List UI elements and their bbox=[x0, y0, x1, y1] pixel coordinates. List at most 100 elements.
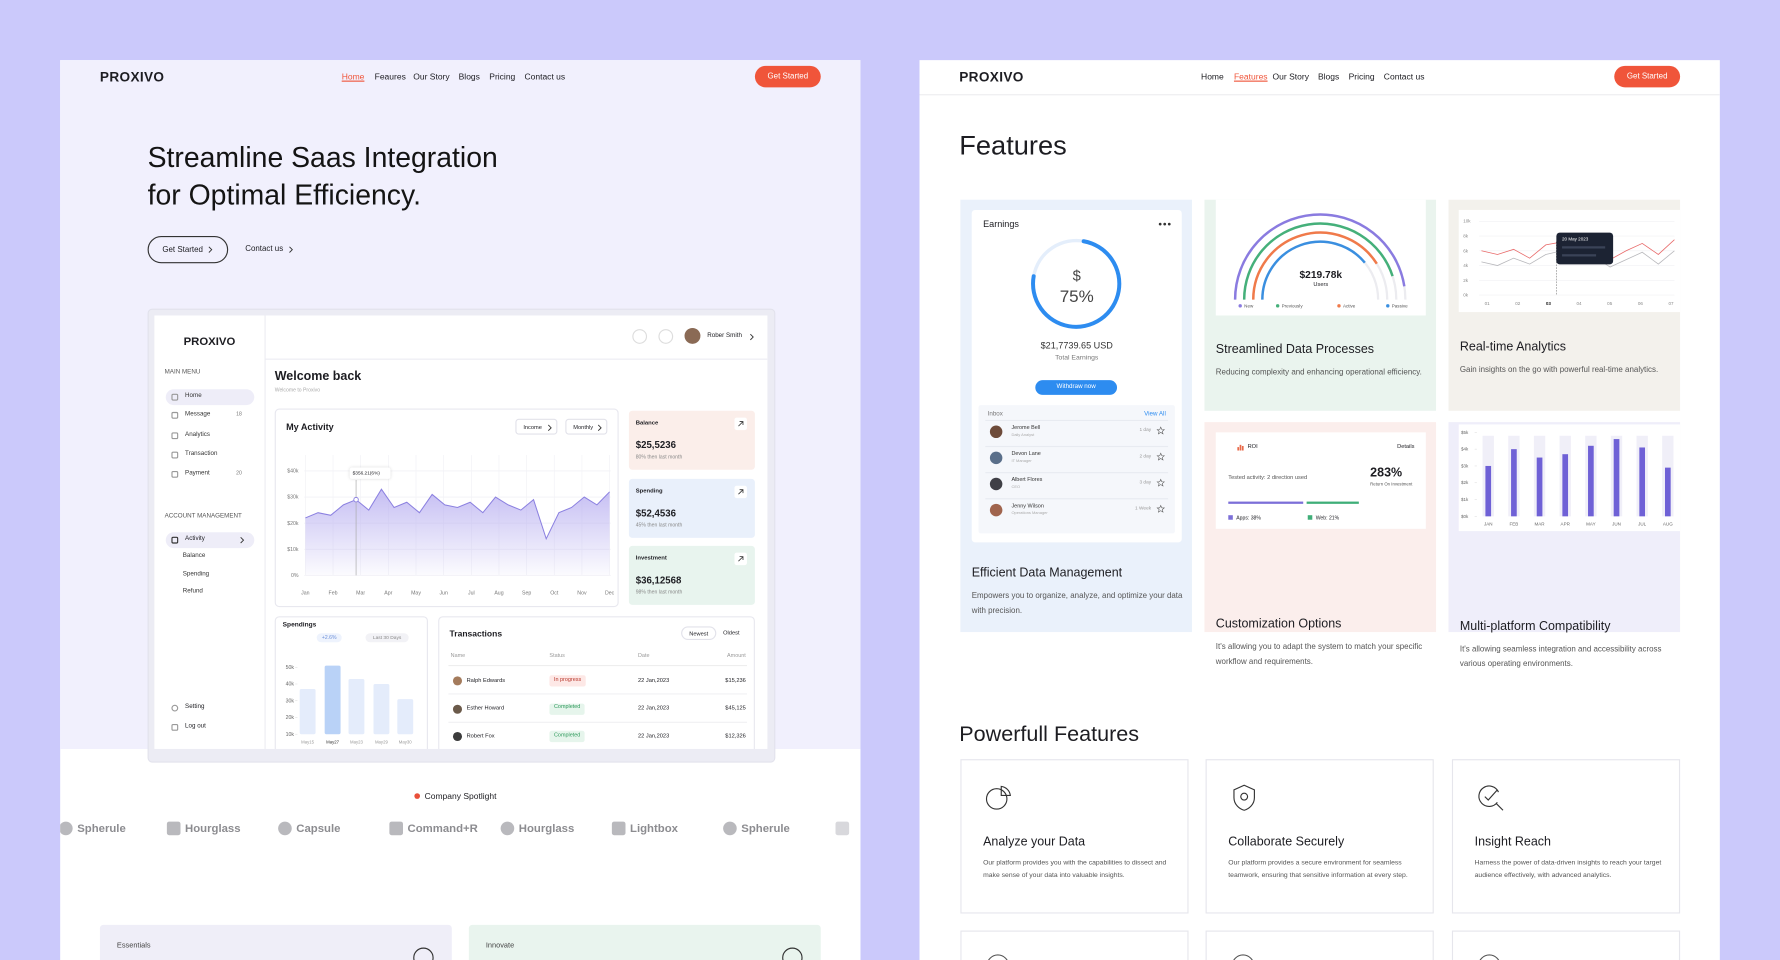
x-tick-label: Jul bbox=[468, 591, 475, 597]
cell-date: 22 Jan,2023 bbox=[637, 704, 670, 712]
divider bbox=[448, 721, 747, 723]
bar bbox=[1664, 467, 1671, 517]
arrow-button[interactable] bbox=[734, 417, 747, 431]
message-time: 2 day bbox=[1139, 452, 1152, 459]
menu-item[interactable]: Payment bbox=[185, 469, 210, 477]
arrow bbox=[738, 556, 744, 562]
stat-card: Spending $52,4536 45% then last month bbox=[628, 478, 755, 538]
filter-dropdown[interactable]: Income bbox=[515, 418, 558, 435]
menu-badge: 18 bbox=[236, 410, 242, 417]
logo-icon bbox=[500, 821, 515, 836]
nav-link[interactable]: Our Story bbox=[1272, 71, 1309, 82]
x-tick-label: FEB bbox=[1509, 521, 1518, 526]
tab-button[interactable]: Oldest bbox=[723, 629, 740, 637]
submenu-item[interactable]: Spending bbox=[182, 570, 210, 578]
feature-text: Gain insights on the go with powerful re… bbox=[1459, 366, 1659, 375]
bar bbox=[1511, 449, 1517, 517]
nav-link[interactable]: Blogs bbox=[458, 71, 480, 82]
x-tick-label: APR bbox=[1561, 521, 1571, 526]
column-header: Date bbox=[637, 653, 650, 660]
logo-icon bbox=[166, 821, 181, 836]
x-tick-label: 04 bbox=[1577, 301, 1583, 306]
menu-active bbox=[165, 532, 255, 549]
menu-item[interactable]: Transaction bbox=[185, 450, 218, 458]
stat-card: Investment $36,12568 98% then last month bbox=[628, 545, 755, 605]
arrow-button[interactable] bbox=[734, 552, 747, 566]
stat-note: 80% then last month bbox=[635, 453, 683, 460]
nav-link[interactable]: Blogs bbox=[1317, 71, 1340, 82]
nav-link[interactable]: Home bbox=[341, 71, 365, 82]
menu-icon bbox=[171, 724, 179, 731]
sidebar-divider bbox=[264, 315, 266, 749]
company-logo: Hourglass bbox=[185, 822, 241, 836]
x-tick-label: 03 bbox=[1546, 301, 1552, 306]
avatar bbox=[989, 503, 1003, 517]
star-icon bbox=[1156, 504, 1166, 513]
tab-button[interactable]: Newest bbox=[681, 626, 717, 641]
y-tick-label: 50k bbox=[286, 665, 295, 671]
capability-icon bbox=[986, 954, 1010, 960]
x-tick-label: Jan bbox=[301, 591, 310, 597]
submenu-item[interactable]: Refund bbox=[182, 587, 203, 595]
nav-link[interactable]: Pricing bbox=[1348, 71, 1375, 82]
filter-dropdown[interactable]: Monthly bbox=[565, 418, 608, 435]
menu-item[interactable]: Message bbox=[185, 410, 211, 418]
y-tick-label: 10k bbox=[286, 732, 295, 738]
menu-icon bbox=[171, 470, 179, 478]
avatar bbox=[989, 477, 1003, 491]
primary-button[interactable]: Get Started bbox=[147, 236, 229, 264]
range-select[interactable]: Last 30 Days bbox=[365, 633, 409, 643]
menu-item[interactable]: Home bbox=[185, 392, 202, 400]
menu-item[interactable]: Log out bbox=[185, 722, 206, 730]
y-tick-label: 20k bbox=[286, 715, 295, 721]
user-name[interactable]: Rober Smith bbox=[707, 332, 742, 340]
icon-button[interactable] bbox=[658, 329, 674, 344]
legend-label: Active bbox=[1342, 302, 1356, 309]
withdraw-button[interactable]: Withdraw now bbox=[1035, 380, 1118, 395]
transactions-card: Transactions Newest Oldest Name Status Date Am… bbox=[438, 616, 755, 749]
nav-link[interactable]: Pricing bbox=[489, 71, 516, 82]
submenu-item[interactable]: Balance bbox=[182, 552, 206, 560]
arrow-icon bbox=[738, 488, 744, 494]
nav-link[interactable]: Contact us bbox=[524, 71, 566, 82]
company-logo: Command+R bbox=[407, 822, 478, 836]
legend-label: Previously bbox=[1281, 302, 1303, 309]
nav-link[interactable]: Contact us bbox=[1383, 71, 1425, 82]
feature-title: Customization Options bbox=[1215, 617, 1342, 631]
arrow-circle[interactable] bbox=[413, 947, 434, 960]
secondary-button[interactable]: Contact us bbox=[245, 245, 302, 256]
star-icon bbox=[1156, 451, 1166, 461]
y-tick-label: 0k bbox=[1463, 293, 1469, 298]
icon-button[interactable] bbox=[632, 329, 648, 344]
cta-button[interactable]: Get Started bbox=[754, 65, 821, 88]
gauge-arc bbox=[1252, 231, 1378, 300]
menu-item[interactable]: Analytics bbox=[185, 431, 211, 439]
nav-link[interactable]: Our Story bbox=[413, 71, 450, 82]
x-tick-label: Feb bbox=[329, 591, 338, 597]
arrow-button[interactable] bbox=[734, 485, 747, 498]
arrow-circle[interactable] bbox=[782, 947, 803, 960]
menu-item[interactable]: Activity bbox=[185, 535, 205, 543]
bar bbox=[1639, 447, 1646, 517]
chevron-icon bbox=[208, 246, 213, 253]
view-all-link[interactable]: View All bbox=[1144, 410, 1166, 418]
cta-button[interactable]: Get Started bbox=[1614, 65, 1681, 88]
menu-item[interactable]: Setting bbox=[185, 703, 205, 711]
nav-link[interactable]: Features bbox=[1233, 71, 1268, 82]
details-link[interactable]: Details bbox=[1397, 443, 1415, 451]
x-tick-label: Mar bbox=[356, 591, 365, 597]
icon-bar bbox=[1241, 445, 1244, 451]
x-tick-label: JUN bbox=[1612, 521, 1621, 526]
cell-amount: $45,125 bbox=[725, 704, 746, 712]
welcome-title: Welcome back bbox=[274, 369, 362, 384]
x-tick-label: JUL bbox=[1638, 521, 1647, 526]
x-tick-label: 06 bbox=[1638, 301, 1644, 306]
nav-link[interactable]: Home bbox=[1201, 71, 1224, 82]
nav-link[interactable]: Feaures bbox=[374, 71, 406, 82]
dashboard: PROXIVO MAIN MENU Home Message 18 Analytics Tr… bbox=[154, 315, 768, 749]
activity-card: My Activity Income Monthly $40k $30k $20k $10k… bbox=[274, 408, 619, 608]
stat-value: $36,12568 bbox=[635, 574, 682, 586]
feature-title: Real-time Analytics bbox=[1459, 340, 1567, 355]
bar bbox=[1485, 465, 1492, 517]
arrow bbox=[738, 488, 744, 494]
